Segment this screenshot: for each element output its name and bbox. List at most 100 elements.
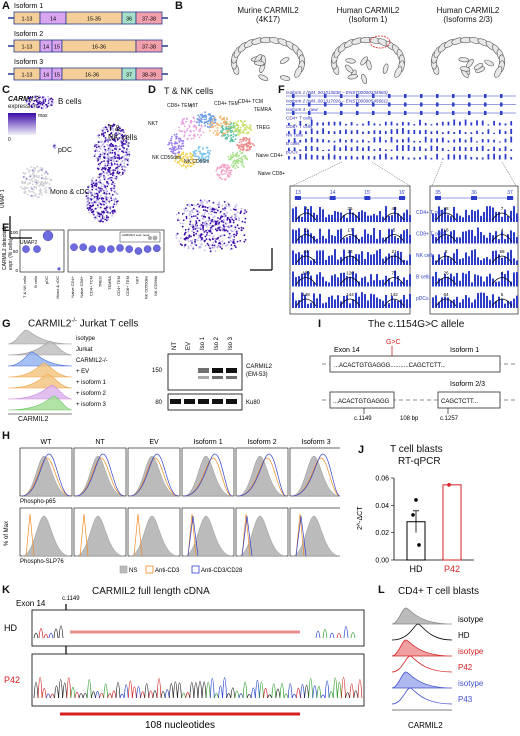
coverage-peak [481, 120, 484, 126]
cell-point [204, 209, 207, 212]
zoom-coverage [364, 294, 366, 308]
cell-point [175, 133, 178, 136]
cell-point [106, 140, 109, 143]
cell-point [245, 139, 247, 142]
cell-point [90, 179, 93, 181]
cell-point [210, 213, 213, 216]
cell-point [218, 244, 221, 247]
cell-point [108, 178, 110, 181]
cell-point [203, 153, 205, 156]
cell-point [221, 220, 223, 222]
cell-point [222, 208, 224, 210]
exon-block [452, 102, 455, 107]
cell-point [52, 101, 55, 104]
cell-point [119, 148, 121, 150]
cell-point [237, 124, 239, 127]
cell-point [184, 154, 187, 157]
cell-point [87, 209, 90, 211]
cell-point [199, 239, 202, 242]
red-highlight-loop [369, 35, 391, 49]
cell-point [168, 143, 171, 145]
cell-point [202, 209, 205, 211]
cell-point [123, 170, 126, 173]
cell-point [98, 155, 101, 158]
helix [459, 66, 471, 72]
cell-point [107, 218, 110, 221]
cell-point [113, 136, 116, 139]
cell-point [221, 125, 224, 127]
cell-point [107, 155, 110, 157]
cell-point [231, 125, 234, 128]
zoom-coverage [435, 295, 437, 308]
h-cd3-hist [183, 457, 233, 497]
cell-point [225, 122, 228, 124]
k-trace-peak [267, 694, 273, 699]
cell-point [203, 231, 206, 233]
cell-point [199, 203, 202, 206]
g-legend-label: + EV [76, 369, 89, 375]
cell-point [106, 128, 108, 131]
cell-point [240, 140, 243, 143]
i-mutation: G>C [386, 339, 401, 346]
cell-point [220, 122, 223, 125]
i-box3 [437, 391, 501, 409]
coverage-peak [299, 154, 302, 160]
cell-point [227, 156, 230, 158]
cell-point [208, 113, 210, 115]
zoom-coverage [385, 237, 387, 244]
cell-point [194, 240, 196, 243]
cell-point [214, 250, 217, 253]
cell-point [183, 134, 186, 137]
zoom-coverage [394, 206, 396, 222]
cell-point [107, 168, 110, 171]
coverage-peak [453, 132, 456, 134]
exon-segment [135, 67, 163, 81]
cell-point [22, 176, 25, 178]
cell-point [111, 215, 113, 217]
cell-point [226, 122, 229, 125]
cell-point [123, 162, 126, 165]
junction-count: 64 [443, 292, 449, 297]
helix [347, 74, 359, 80]
cell-point [49, 178, 52, 181]
cell-point [187, 162, 189, 164]
k-trace-peak [214, 693, 219, 699]
cell-point [182, 118, 184, 121]
cell-point [109, 205, 112, 208]
cell-point [87, 194, 89, 197]
k-trace-peak [350, 632, 356, 639]
cell-point [221, 126, 223, 129]
cell-point [193, 215, 195, 217]
cell-point [224, 213, 227, 215]
cell-point [101, 133, 103, 136]
cell-point [43, 96, 46, 98]
coverage-peak [487, 124, 490, 126]
e-xlabel: NK CD56dim [144, 275, 149, 299]
cell-point [34, 97, 37, 100]
cell-point [87, 185, 90, 187]
zoom-coverage [340, 273, 342, 287]
coverage-peak [367, 156, 370, 160]
zoom-coverage [501, 257, 503, 265]
cell-point [102, 135, 105, 138]
zoom-coverage [468, 270, 470, 287]
cell-point [183, 210, 186, 212]
cell-point [206, 210, 209, 212]
cell-point [207, 151, 210, 154]
cell-point [234, 208, 237, 211]
cell-point [216, 246, 219, 249]
cell-point [193, 155, 195, 157]
cell-point [215, 169, 218, 172]
zoom-coverage [376, 297, 378, 308]
k-trace-peak [300, 684, 305, 699]
cell-point [206, 229, 209, 231]
cell-point [35, 187, 38, 189]
cell-point [189, 159, 192, 161]
zoom-coverage [471, 209, 473, 222]
zoom-coverage [507, 215, 509, 222]
cell-point [212, 132, 215, 134]
cell-point [218, 206, 220, 208]
k-trace-peak [197, 680, 203, 699]
cell-point [103, 203, 105, 206]
cell-point [171, 144, 173, 146]
